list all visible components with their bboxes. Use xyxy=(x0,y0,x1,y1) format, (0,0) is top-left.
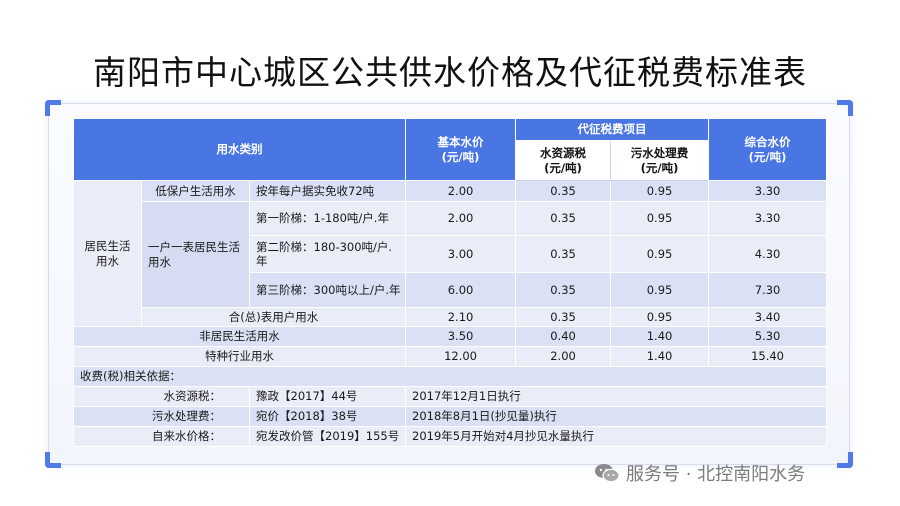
tier2-base: 3.00 xyxy=(405,235,517,273)
low-income-desc: 按年每户据实免收72吨 xyxy=(248,180,407,202)
low-income-sewage: 0.95 xyxy=(610,180,710,202)
tier1-total: 3.30 xyxy=(708,201,828,236)
basis-label: 水资源税： xyxy=(73,386,250,407)
table-row: 自来水价格： 宛发改价管【2019】155号 2019年5月开始对4月抄见水量执… xyxy=(73,426,828,447)
basis-label: 污水处理费： xyxy=(73,406,250,427)
basis-heading: 收费(税)相关依据： xyxy=(72,366,828,387)
table-row: 污水处理费： 宛价【2018】38号 2018年8月1日(抄见量)执行 xyxy=(73,406,828,427)
header-category: 用水类别 xyxy=(72,118,407,181)
special-total: 15.40 xyxy=(708,346,828,367)
tier3-desc: 第三阶梯：300吨以上/户.年 xyxy=(248,272,407,308)
low-income-total: 3.30 xyxy=(708,180,828,202)
table-row: 特种行业用水 12.00 2.00 1.40 15.40 xyxy=(72,346,828,367)
shared-label: 合(总)表用户用水 xyxy=(140,307,407,327)
non-residential-total: 5.30 xyxy=(708,326,828,347)
tier3-tax: 0.35 xyxy=(515,272,612,308)
header-water-resource-tax: 水资源税(元/吨) xyxy=(515,140,612,181)
tier1-sewage: 0.95 xyxy=(610,201,710,236)
non-residential-sewage: 1.40 xyxy=(610,326,710,347)
tier2-sewage: 0.95 xyxy=(610,235,710,273)
tier2-desc: 第二阶梯：180-300吨/户.年 xyxy=(248,235,407,273)
basis-doc: 宛发改价管【2019】155号 xyxy=(248,426,407,447)
header-base-price: 基本水价(元/吨) xyxy=(405,118,517,181)
tier1-tax: 0.35 xyxy=(515,201,612,236)
basis-label: 自来水价格： xyxy=(73,426,250,447)
tier1-desc: 第一阶梯：1-180吨/户.年 xyxy=(248,201,407,236)
basis-note: 2019年5月开始对4月抄见水量执行 xyxy=(405,426,828,447)
non-residential-tax: 0.40 xyxy=(515,326,612,347)
basis-note: 2017年12月1日执行 xyxy=(405,386,828,407)
table-row: 收费(税)相关依据： xyxy=(72,366,828,387)
frame-corner-bottom-left xyxy=(45,452,61,468)
frame-corner-top-right xyxy=(837,100,853,116)
tier1-base: 2.00 xyxy=(405,201,517,236)
basis-doc: 宛价【2018】38号 xyxy=(248,406,407,427)
low-income-label: 低保户生活用水 xyxy=(141,180,250,202)
special-base: 12.00 xyxy=(405,346,517,367)
shared-tax: 0.35 xyxy=(515,307,612,327)
low-income-base: 2.00 xyxy=(405,180,517,202)
special-sewage: 1.40 xyxy=(610,346,710,367)
non-residential-label: 非居民生活用水 xyxy=(72,326,407,347)
basis-doc: 豫政【2017】44号 xyxy=(248,386,407,407)
wechat-icon xyxy=(595,464,620,483)
shared-base: 2.10 xyxy=(405,307,517,327)
tier2-tax: 0.35 xyxy=(515,235,612,273)
frame-corner-bottom-right xyxy=(837,452,853,468)
special-label: 特种行业用水 xyxy=(72,346,407,367)
one-meter-label: 一户一表居民生活用水 xyxy=(141,201,250,308)
tier3-sewage: 0.95 xyxy=(610,272,710,308)
basis-note: 2018年8月1日(抄见量)执行 xyxy=(405,406,828,427)
table-row: 非居民生活用水 3.50 0.40 1.40 5.30 xyxy=(72,326,828,347)
table-row: 水资源税： 豫政【2017】44号 2017年12月1日执行 xyxy=(73,386,828,407)
header-sewage-fee: 污水处理费(元/吨) xyxy=(610,140,710,181)
watermark: 服务号 · 北控南阳水务 xyxy=(594,462,806,485)
special-tax: 2.00 xyxy=(515,346,612,367)
tier3-total: 7.30 xyxy=(708,272,828,308)
shared-sewage: 0.95 xyxy=(610,307,710,327)
shared-total: 3.40 xyxy=(708,307,828,327)
residential-label: 居民生活用水 xyxy=(73,180,142,327)
frame-corner-top-left xyxy=(45,100,61,116)
low-income-tax: 0.35 xyxy=(515,180,612,202)
page-title: 南阳市中心城区公共供水价格及代征税费标准表 xyxy=(93,53,807,92)
table-row: 合(总)表用户用水 2.10 0.35 0.95 3.40 xyxy=(73,307,828,327)
tier3-base: 6.00 xyxy=(405,272,517,308)
non-residential-base: 3.50 xyxy=(405,326,517,347)
header-tax-items: 代征税费项目 xyxy=(515,118,710,141)
header-total-price: 综合水价(元/吨) xyxy=(708,118,828,181)
tier2-total: 4.30 xyxy=(708,235,828,273)
watermark-text: 服务号 · 北控南阳水务 xyxy=(626,464,806,485)
table-row: 居民生活用水 低保户生活用水 按年每户据实免收72吨 2.00 0.35 0.9… xyxy=(73,180,828,327)
table-row: 一户一表居民生活用水 第一阶梯：1-180吨/户.年 2.00 0.35 0.9… xyxy=(73,201,828,308)
price-table: 用水类别 基本水价(元/吨) 代征税费项目 综合水价(元/吨) 水资源税(元/吨… xyxy=(72,118,828,447)
